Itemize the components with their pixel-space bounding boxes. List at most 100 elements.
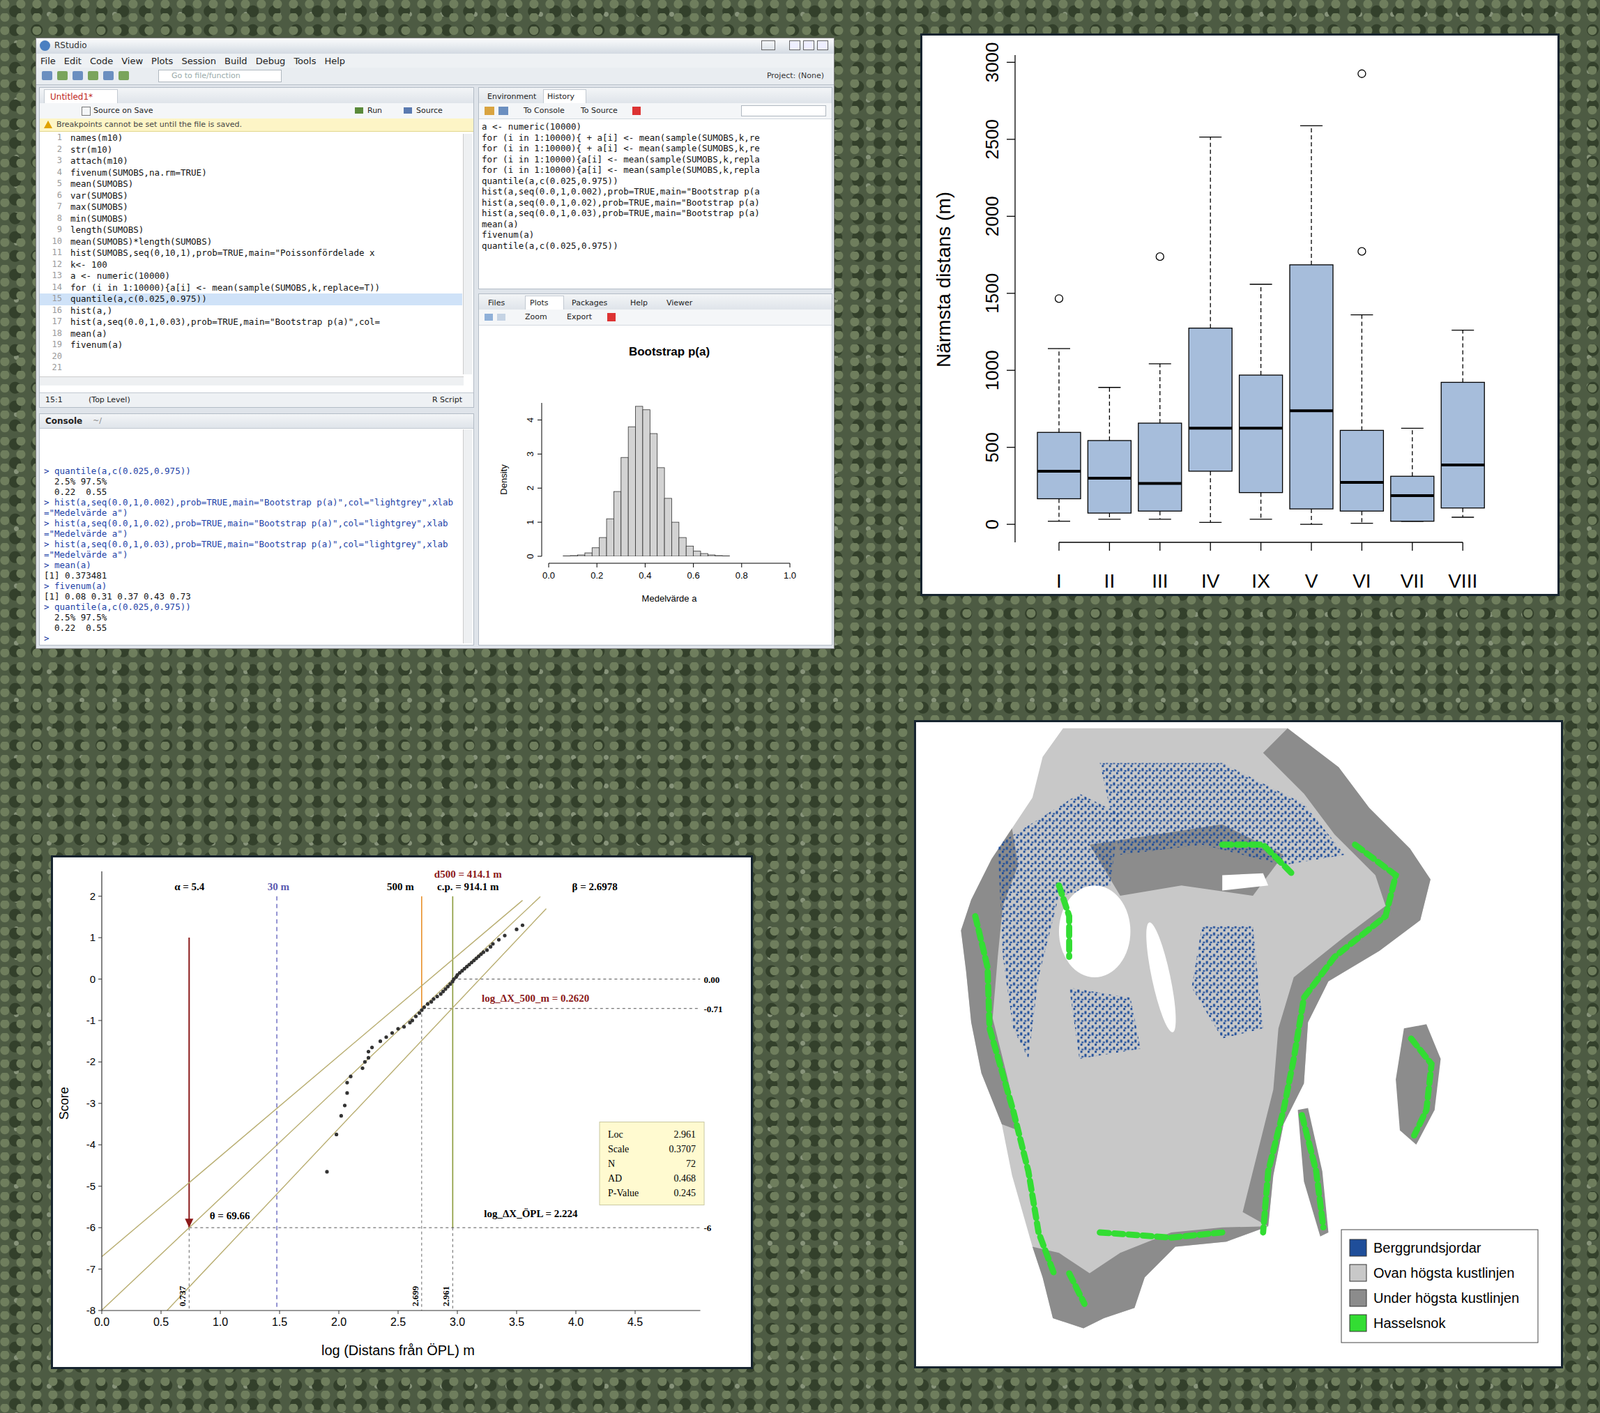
line-number: 7 <box>39 201 63 212</box>
run-button[interactable]: Run <box>367 105 383 116</box>
x-tick-label: 2.0 <box>331 1316 347 1329</box>
pane-tab-label[interactable]: Environment <box>487 92 537 102</box>
point <box>417 1011 422 1016</box>
checkbox[interactable] <box>81 106 91 116</box>
layout-button[interactable] <box>761 40 776 51</box>
tool-icon[interactable] <box>41 71 53 81</box>
point <box>324 1169 329 1174</box>
y-tick <box>98 895 102 897</box>
window-button[interactable] <box>803 40 815 51</box>
reference-drop-line <box>188 1227 190 1311</box>
x-tick <box>575 1310 577 1315</box>
pane-tab[interactable]: History <box>543 89 587 104</box>
pane-tab[interactable]: Files <box>483 295 523 311</box>
tool-icon[interactable] <box>87 71 99 81</box>
reference-hline-label: -6 <box>704 1222 712 1234</box>
point <box>402 1024 406 1029</box>
editor-tab-label[interactable]: Untitled1* <box>50 92 93 102</box>
median <box>1087 476 1131 480</box>
to-console[interactable]: To Console <box>523 105 565 116</box>
boxplot-panel: IIIIIIIVIXVVIVIIVIII05001000150020002500… <box>920 33 1560 597</box>
to-source[interactable]: To Source <box>580 105 618 116</box>
x-axis <box>101 1309 701 1311</box>
pane-tab-label[interactable]: Files <box>488 298 505 308</box>
tool-icon[interactable] <box>57 71 68 81</box>
console-line: > hist(a,seq(0.0,1,0.02),prob=TRUE,main=… <box>43 517 461 539</box>
cursor-position: 15:1 <box>45 395 63 405</box>
pane-tab[interactable]: Viewer <box>661 295 707 311</box>
project-label[interactable]: Project: (None) <box>766 71 825 81</box>
point <box>348 1075 353 1079</box>
code-line: mean(SUMOBS) <box>70 178 134 189</box>
category-label: IV <box>1201 570 1221 592</box>
pane-tab-label[interactable]: Help <box>630 298 648 308</box>
menu-item[interactable]: Tools <box>293 55 316 67</box>
code-line: fivenum(a) <box>70 339 123 350</box>
hist-bar <box>649 433 657 557</box>
zoom-button[interactable]: Zoom <box>524 312 548 322</box>
goto-box[interactable]: Go to file/function <box>158 69 282 83</box>
editor-tab[interactable]: Untitled1* <box>43 89 118 104</box>
source-button[interactable]: Source <box>416 105 443 116</box>
source-on-save[interactable]: Source on Save <box>93 105 153 116</box>
console-line: > quantile(a,c(0.025,0.975)) <box>43 465 461 477</box>
pane-tab[interactable]: Help <box>625 295 659 311</box>
tool-icon[interactable] <box>103 71 114 81</box>
tool-icon[interactable] <box>72 71 83 81</box>
tool-icon[interactable] <box>118 71 129 81</box>
pane-tab[interactable]: Environment <box>483 89 542 104</box>
file-type[interactable]: R Script <box>432 395 463 405</box>
x-tick <box>741 563 742 568</box>
x-tick <box>1310 542 1312 551</box>
outlier <box>1155 253 1164 261</box>
pane-tab-label[interactable]: Packages <box>571 298 608 308</box>
menu-item[interactable]: Build <box>224 55 248 67</box>
box <box>1087 440 1131 514</box>
lower-cap <box>1047 520 1071 522</box>
y-tick-label: 0 <box>981 519 1003 530</box>
box <box>1289 264 1333 509</box>
lower-whisker <box>1210 471 1211 523</box>
menu-item[interactable]: Help <box>324 55 346 67</box>
point <box>520 923 525 928</box>
y-tick-label: -4 <box>86 1138 96 1151</box>
scope[interactable]: (Top Level) <box>88 395 131 405</box>
legend-swatch <box>1349 1314 1367 1332</box>
x-tick <box>1361 542 1363 551</box>
y-tick-label: 2 <box>89 890 96 903</box>
window-button[interactable] <box>789 40 801 51</box>
stats-value: 0.468 <box>674 1173 697 1184</box>
pane-tab-label[interactable]: Plots <box>529 298 548 308</box>
stats-value: 2.961 <box>674 1129 697 1140</box>
console-body: > quantile(a,c(0.025,0.975)) 2.5% 97.5% … <box>43 429 461 644</box>
island <box>1298 1107 1329 1237</box>
menu-item[interactable]: Edit <box>64 55 82 67</box>
menu-item[interactable]: Plots <box>151 55 173 67</box>
legend-label: Under högsta kustlinjen <box>1373 1290 1520 1306</box>
y-tick-label: -3 <box>86 1097 96 1110</box>
y-tick-label: 4 <box>524 417 536 423</box>
pane-tab[interactable]: Plots <box>524 295 565 311</box>
species-records <box>1058 885 1070 957</box>
pane-tab-label[interactable]: Viewer <box>666 298 693 308</box>
pane-tab-label[interactable]: History <box>547 92 575 102</box>
search-box[interactable] <box>741 105 827 117</box>
menu-item[interactable]: Debug <box>255 55 286 67</box>
y-tick <box>537 419 542 421</box>
menu-item[interactable]: View <box>121 55 143 67</box>
menu-item[interactable]: File <box>40 55 56 67</box>
y-tick-label: 3 <box>524 451 536 457</box>
x-tick-label: 4.0 <box>568 1316 584 1329</box>
export-button[interactable]: Export <box>566 312 592 322</box>
reference-hline <box>188 1227 700 1229</box>
menu-item[interactable]: Code <box>89 55 113 67</box>
pane-tab[interactable]: Packages <box>566 295 623 311</box>
line-number: 18 <box>39 328 63 339</box>
y-tick-label: -6 <box>86 1221 96 1234</box>
point <box>422 1005 426 1009</box>
window-button[interactable] <box>817 40 829 51</box>
menu-item[interactable]: Session <box>181 55 217 67</box>
upper-cap <box>1401 428 1424 429</box>
upper-cap <box>1199 136 1222 138</box>
stats-box <box>599 1122 705 1206</box>
